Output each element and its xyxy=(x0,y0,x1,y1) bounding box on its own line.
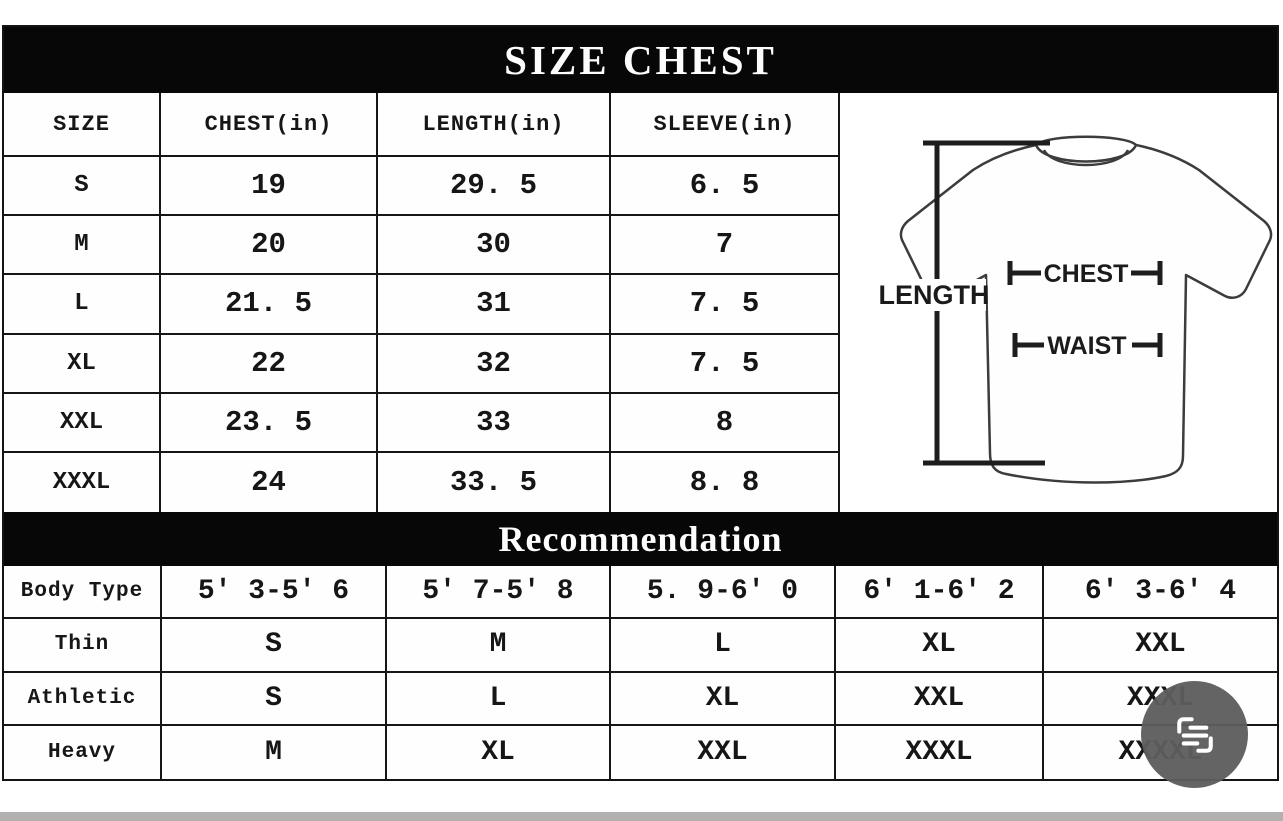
chest-value: 22 xyxy=(161,334,378,394)
size-row-label: L xyxy=(4,275,161,335)
bottom-edge-strip xyxy=(0,812,1283,821)
size-row-label: XL xyxy=(4,334,161,394)
size-row-label: S xyxy=(4,157,161,217)
size-chart-sheet: SIZE CHEST SIZE CHEST(in) LENGTH(in) SLE… xyxy=(2,25,1279,781)
rec-size: XL xyxy=(836,619,1044,673)
length-value: 33. 5 xyxy=(378,452,611,512)
col-header-chest: CHEST(in) xyxy=(161,93,378,157)
rec-size: S xyxy=(162,672,387,726)
recommendation-table: Body Type 5' 3-5' 6 5' 7-5' 8 5. 9-6' 0 … xyxy=(4,566,1277,779)
lens-button[interactable] xyxy=(1141,681,1248,788)
height-range: 5' 3-5' 6 xyxy=(162,566,387,620)
size-row-label: XXL xyxy=(4,393,161,453)
body-type-label: Athletic xyxy=(4,672,162,726)
waist-label-backdrop xyxy=(1044,329,1132,361)
height-range: 5. 9-6' 0 xyxy=(611,566,836,620)
chest-value: 19 xyxy=(161,157,378,217)
rec-size: XXXL xyxy=(836,725,1044,779)
rec-size: M xyxy=(162,725,387,779)
length-value: 30 xyxy=(378,216,611,276)
sleeve-value: 7 xyxy=(611,216,840,276)
body-type-label: Thin xyxy=(4,619,162,673)
rec-size: L xyxy=(387,672,611,726)
size-table: SIZE CHEST(in) LENGTH(in) SLEEVE(in) S 1… xyxy=(4,93,840,512)
sleeve-value: 7. 5 xyxy=(611,334,840,394)
col-header-size: SIZE xyxy=(4,93,161,157)
chest-value: 24 xyxy=(161,452,378,512)
length-value: 31 xyxy=(378,275,611,335)
height-range: 5' 7-5' 8 xyxy=(387,566,611,620)
waist-label: WAIST xyxy=(1047,332,1126,360)
chest-label-backdrop xyxy=(1041,257,1131,289)
size-row-label: M xyxy=(4,216,161,276)
rec-size: L xyxy=(611,619,836,673)
col-header-sleeve: SLEEVE(in) xyxy=(611,93,840,157)
length-label-backdrop xyxy=(882,279,986,311)
height-range: 6' 1-6' 2 xyxy=(836,566,1044,620)
length-value: 32 xyxy=(378,334,611,394)
rec-row-header: Body Type xyxy=(4,566,162,620)
rec-size: XL xyxy=(611,672,836,726)
chest-value: 21. 5 xyxy=(161,275,378,335)
text-scan-icon xyxy=(1176,716,1213,753)
chest-label: CHEST xyxy=(1044,260,1129,288)
col-header-length: LENGTH(in) xyxy=(378,93,611,157)
rec-size: S xyxy=(162,619,387,673)
size-chart-main: SIZE CHEST(in) LENGTH(in) SLEEVE(in) S 1… xyxy=(4,93,1277,512)
body-type-label: Heavy xyxy=(4,725,162,779)
chest-value: 23. 5 xyxy=(161,393,378,453)
rec-size: XXL xyxy=(836,672,1044,726)
size-chart-title: SIZE CHEST xyxy=(4,27,1277,93)
sleeve-value: 6. 5 xyxy=(611,157,840,217)
rec-size: XL xyxy=(387,725,611,779)
rec-size: XXL xyxy=(611,725,836,779)
chest-value: 20 xyxy=(161,216,378,276)
sleeve-value: 8. 8 xyxy=(611,452,840,512)
length-label: LENGTH xyxy=(879,280,990,310)
rec-size: M xyxy=(387,619,611,673)
size-row-label: XXXL xyxy=(4,452,161,512)
sleeve-value: 7. 5 xyxy=(611,275,840,335)
length-value: 29. 5 xyxy=(378,157,611,217)
height-range: 6' 3-6' 4 xyxy=(1044,566,1277,620)
tshirt-measurement-diagram: LENGTH CHEST WAIST xyxy=(840,93,1277,512)
length-value: 33 xyxy=(378,393,611,453)
recommendation-title: Recommendation xyxy=(4,512,1277,566)
rec-size: XXL xyxy=(1044,619,1277,673)
sleeve-value: 8 xyxy=(611,393,840,453)
tshirt-diagram-svg: LENGTH CHEST WAIST xyxy=(879,135,1273,484)
tshirt-outline-icon xyxy=(899,135,1273,484)
